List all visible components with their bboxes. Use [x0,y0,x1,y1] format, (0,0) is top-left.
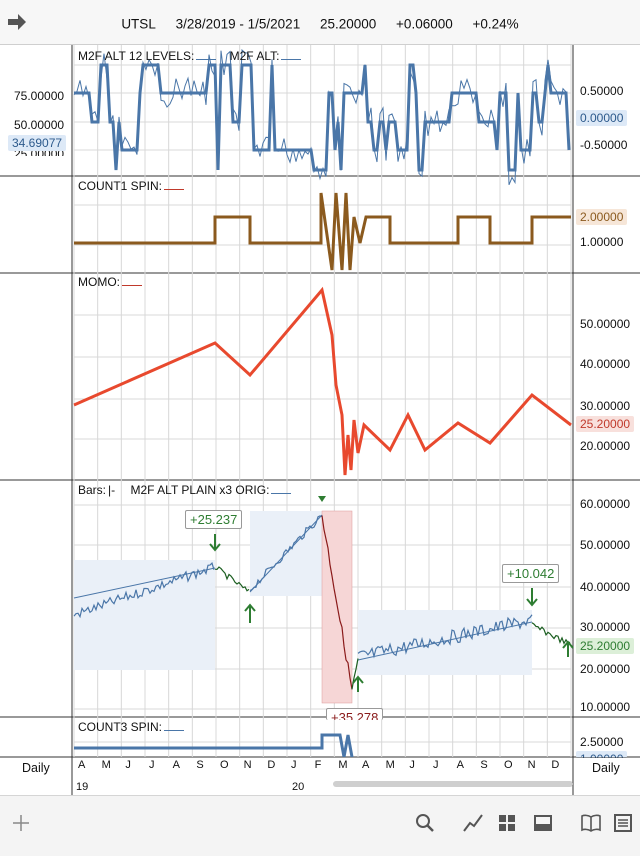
month-label: A [456,759,464,771]
count1-right-tag: 2.00000 [576,209,628,225]
up-arrow-icon [244,603,256,612]
month-label: J [291,759,297,771]
bars-right-tick: 20.00000 [580,662,631,676]
last-price: 25.20000 [319,16,377,32]
price-change-pct: +0.24% [472,16,519,32]
month-label: N [243,759,252,771]
m2f-panel-label: M2F ALT 12 LEVELS: M2F ALT: [78,49,302,63]
scrollbar[interactable] [333,781,573,787]
gain-annotation: +25.237 [185,510,243,529]
bars-right-tick: 50.00000 [580,538,631,552]
bars-panel-label: Bars: |- M2F ALT PLAIN x3 ORIG: [78,483,292,497]
m2f-right-tick: 0.50000 [580,84,624,98]
date-range: 3/28/2019 - 1/5/2021 [175,16,301,32]
m2f-left-tick: 50.00000 [14,118,65,132]
bars-right-tick: 10.00000 [580,700,631,714]
month-label: N [527,759,536,771]
count3-panel-label: COUNT3 SPIN: [78,720,185,734]
month-label: J [409,759,415,771]
bars-right-tick: 40.00000 [580,580,631,594]
month-label: O [504,759,513,771]
gain-annotation: +10.042 [502,564,560,583]
momo-right-tick: 30.00000 [580,399,631,413]
m2f-step-line [74,63,571,172]
up-arrow-icon [352,675,364,684]
left-period-label[interactable]: Daily [22,761,50,775]
layout-icon[interactable] [532,812,554,834]
price-series [249,515,323,592]
chart-canvas[interactable] [0,45,640,757]
month-label: A [78,759,86,771]
count3-line [74,733,354,757]
search-icon[interactable] [414,812,436,834]
month-label: D [267,759,276,771]
month-label: F [314,759,322,771]
settings-icon[interactable] [612,812,634,834]
m2f-right-tag: 0.00000 [576,110,628,126]
price-series [531,622,571,645]
momo-panel-label: MOMO: [78,275,142,289]
momo-right-tick: 50.00000 [580,317,631,331]
peak-marker-icon [318,496,326,502]
month-label: J [433,759,439,771]
momo-line [73,286,572,476]
count3-right-tick: 2.50000 [580,735,624,749]
symbol: UTSL [121,16,156,32]
year-label: 20 [292,781,305,793]
grid-icon[interactable] [496,812,518,834]
price-series [321,515,353,690]
count1-panel-label: COUNT1 SPIN: [78,179,185,193]
toolbar [0,795,640,856]
m2f-left-tick: 25.00000 [14,147,65,156]
month-label: A [172,759,180,771]
price-series [351,658,359,690]
book-icon[interactable] [580,812,602,834]
count1-line [74,192,571,271]
price-series [357,614,533,659]
month-label: J [149,759,155,771]
x-axis-canvas [0,757,640,795]
month-label: J [125,759,131,771]
m2f-left-tick: 75.00000 [14,89,65,103]
m2f-right-tick: -0.50000 [580,138,628,152]
bars-right-tick: 30.00000 [580,620,631,634]
x-axis: A M J J A S O N D J F M A M J J A S O N D Daily Daily 19 20 [0,757,640,795]
month-label: O [220,759,229,771]
share-arrow-icon[interactable] [6,11,28,33]
month-label: D [551,759,560,771]
down-arrow-icon [209,543,221,552]
year-label: 19 [76,781,89,793]
month-label: A [362,759,370,771]
chart-area[interactable]: M2F ALT 12 LEVELS: M2F ALT: COUNT1 SPIN:… [0,45,640,758]
count1-right-tick: 1.00000 [580,235,624,249]
count3-right-tag: 1.00000 [576,751,628,758]
m2f-left-tag: 34.69077 [8,135,67,151]
right-period-label[interactable]: Daily [592,761,620,775]
month-label: S [480,759,488,771]
momo-right-tag: 25.20000 [576,416,635,432]
month-label: S [196,759,204,771]
plus-icon[interactable] [10,812,32,834]
momo-right-tick: 40.00000 [580,357,631,371]
down-arrow-icon [526,598,538,607]
month-label: M [101,759,111,771]
bars-right-tick: 60.00000 [580,497,631,511]
trend-box [74,560,215,670]
up-arrow-icon [562,640,574,649]
header-title: UTSL 3/28/2019 - 1/5/2021 25.20000 +0.06… [0,17,640,32]
month-label: M [385,759,395,771]
loss-annotation: +35.278 [326,708,384,720]
m2f-thin-line [73,48,570,186]
price-series [214,566,250,592]
bars-right-tag: 25.20000 [576,638,635,654]
price-change: +0.06000 [396,16,453,32]
price-series [73,562,215,619]
draw-line-icon[interactable] [462,812,484,834]
header-bar: UTSL 3/28/2019 - 1/5/2021 25.20000 +0.06… [0,0,640,45]
month-label: M [338,759,348,771]
momo-right-tick: 20.00000 [580,439,631,453]
